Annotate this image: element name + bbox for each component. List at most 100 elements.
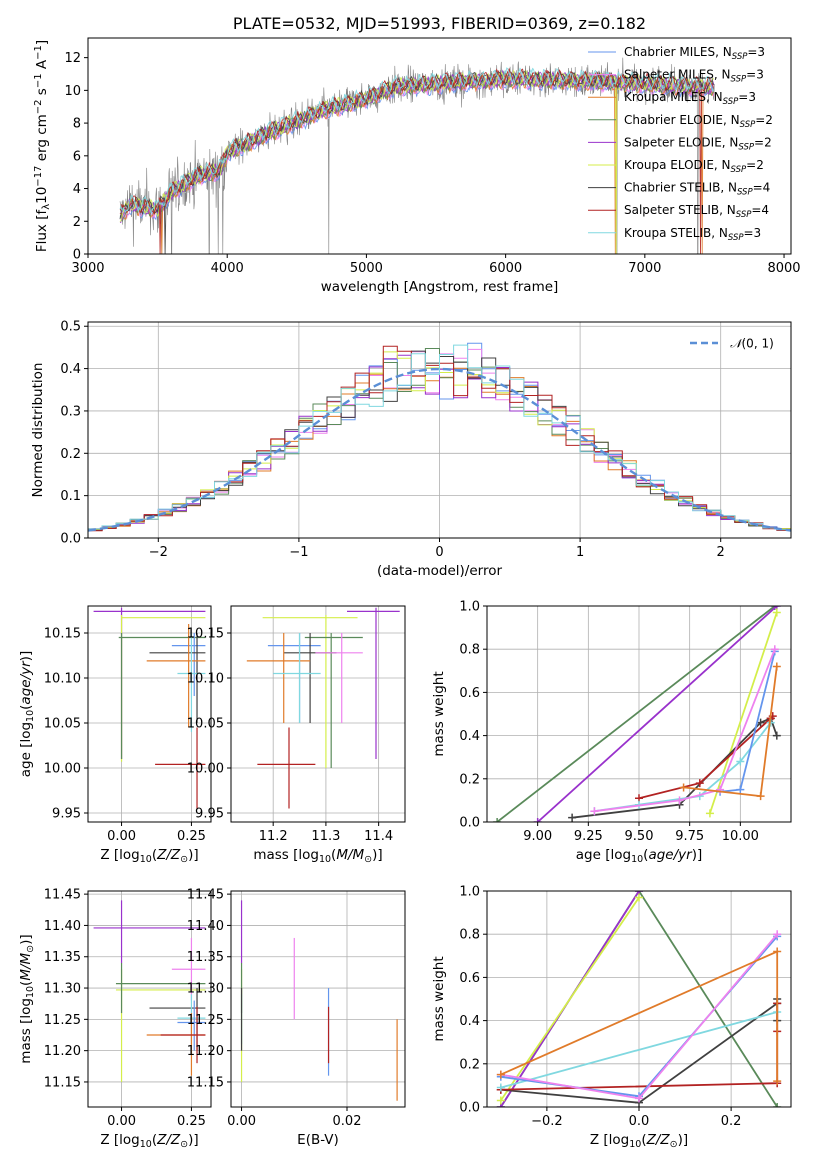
plus-marker — [705, 809, 714, 818]
massweight_vs_age-panel: 9.00 9.25 9.50 9.75 10.00 0.0 0.2 0.4 0.6 0.8 1.0 a… — [431, 600, 792, 865]
y-tick-label: 11.40 — [44, 919, 81, 934]
age_vs_mass-grid — [231, 606, 405, 822]
x-tick-label: 6000 — [489, 261, 522, 276]
axes-frame — [486, 890, 792, 1108]
legend-entry: Chabrier STELIB, NSSP=4 — [624, 181, 770, 198]
y-tick-label: 11.20 — [187, 1044, 224, 1059]
y-tick-label: 11.45 — [187, 888, 224, 903]
x-tick-label: 7000 — [628, 261, 661, 276]
x-axis-label: Z [log10(Z/Z⊙)] — [100, 847, 198, 865]
y-axis-label: mass [log10(M/M⊙)] — [18, 934, 36, 1063]
plus-marker — [770, 645, 779, 654]
y-tick-label: 0 — [73, 248, 81, 263]
legend-entry: Chabrier ELODIE, NSSP=2 — [624, 113, 773, 130]
plus-marker — [695, 779, 704, 788]
y-tick-label: 11.30 — [44, 982, 81, 997]
y-axis-label: mass weight — [431, 671, 447, 756]
axes-frame — [87, 321, 792, 539]
x-tick-label: 0.00 — [107, 1114, 136, 1129]
plus-marker — [772, 731, 781, 740]
x-tick-label: 9.50 — [625, 829, 654, 844]
x-axis-label: age [log10(age/yr)] — [576, 847, 702, 865]
model-line-salpeter-stelib — [119, 68, 715, 254]
y-tick-label: 0.4 — [60, 362, 81, 377]
y-tick-label: 11.35 — [187, 950, 224, 965]
massweight_vs_Z-plot-area — [496, 891, 782, 1107]
legend: Chabrier MILES, NSSP=3 Salpeter MILES, NS… — [588, 45, 773, 243]
mass-weight-line — [709, 612, 778, 814]
axes-frame — [87, 605, 212, 823]
axes-frame — [87, 37, 792, 255]
y-tick-label: 11.20 — [44, 1044, 81, 1059]
x-axis-label: wavelength [Angstrom, rest frame] — [321, 279, 559, 295]
y-tick-label: 11.25 — [187, 1013, 224, 1028]
x-tick-label: 8000 — [767, 261, 800, 276]
y-tick-label: 11.45 — [44, 888, 81, 903]
age_vs_mass-plot-area — [246, 607, 400, 809]
plus-marker — [736, 785, 745, 794]
y-tick-label: 1.0 — [459, 885, 480, 900]
massweight_vs_age-grid — [487, 605, 791, 823]
plus-marker — [773, 1077, 782, 1086]
y-tick-label: 0.8 — [459, 928, 480, 943]
y-tick-label: 10 — [64, 84, 81, 99]
plus-marker — [679, 783, 688, 792]
axes-frame — [230, 890, 406, 1108]
histogram-kroupa-stelib — [88, 344, 791, 531]
residuals-plot-area — [88, 342, 791, 532]
mass-weight-line — [638, 715, 774, 800]
y-axis-label: mass weight — [431, 956, 447, 1041]
x-tick-label: 0.00 — [227, 1114, 256, 1129]
x-tick-label: 10.00 — [722, 829, 759, 844]
plus-marker — [773, 930, 782, 939]
x-tick-label: 3000 — [71, 261, 104, 276]
y-axis-label: Normed distribution — [30, 363, 46, 498]
legend: 𝒩(0, 1) — [690, 337, 774, 351]
legend-entry: Kroupa STELIB, NSSP=3 — [624, 226, 761, 243]
x-tick-label: 0 — [435, 545, 443, 560]
residuals-panel: −2 −1 0 1 2 0.0 0.1 0.2 0.3 0.4 0.5 (data-model)/er… — [30, 320, 792, 579]
age_vs_Z-plot-area — [93, 607, 206, 809]
x-tick-label: 0.0 — [629, 1114, 650, 1129]
plus-marker — [496, 1083, 505, 1092]
y-tick-label: 12 — [64, 51, 81, 66]
y-tick-label: 8 — [73, 117, 81, 132]
y-tick-label: 0.8 — [459, 643, 480, 658]
plus-marker — [772, 608, 781, 617]
x-tick-label: 9.00 — [523, 829, 552, 844]
x-tick-label: −0.2 — [531, 1114, 563, 1129]
model-line-kroupa-stelib — [119, 67, 715, 213]
y-tick-label: 9.95 — [195, 807, 224, 822]
mass-weight-line — [537, 606, 778, 822]
mass_vs_ebv-plot-area — [240, 900, 398, 1101]
x-axis-label: E(B-V) — [297, 1132, 339, 1148]
legend-entry: Salpeter MILES, NSSP=3 — [624, 68, 764, 85]
x-tick-label: 9.75 — [675, 829, 704, 844]
mass_vs_Z-panel: 0.00 0.25 11.15 11.20 11.25 11.30 11.35 11.40 11… — [18, 888, 212, 1150]
y-axis-label: age [log10(age/yr)] — [18, 651, 36, 777]
y-tick-label: 0.2 — [459, 772, 480, 787]
y-tick-label: 11.40 — [187, 919, 224, 934]
mass-weight-line — [496, 606, 776, 822]
y-tick-label: 0.1 — [60, 489, 81, 504]
chart-title: PLATE=0532, MJD=51993, FIBERID=0369, z=0… — [233, 14, 646, 33]
legend-entry: Kroupa MILES, NSSP=3 — [624, 90, 756, 107]
age_vs_mass-panel: 11.2 11.3 11.4 9.95 10.00 10.05 10.10 10.15 mass… — [187, 605, 406, 865]
y-tick-label: 11.35 — [44, 950, 81, 965]
normal-curve — [88, 367, 791, 532]
legend-entry: Salpeter ELODIE, NSSP=2 — [624, 135, 772, 152]
x-tick-label: −2 — [149, 545, 168, 560]
mass_vs_Z-plot-area — [93, 900, 206, 1082]
plus-marker — [496, 1096, 505, 1105]
y-tick-label: 11.25 — [44, 1013, 81, 1028]
plus-marker — [590, 807, 599, 816]
plus-marker — [496, 1070, 505, 1079]
y-tick-label: 0.0 — [60, 532, 81, 547]
y-tick-label: 6 — [73, 149, 81, 164]
legend-entry: Salpeter STELIB, NSSP=4 — [624, 203, 769, 220]
spectrum-plot-area — [119, 57, 715, 254]
y-tick-label: 0.4 — [459, 1014, 480, 1029]
plus-marker — [773, 1103, 782, 1107]
x-tick-label: 9.25 — [574, 829, 603, 844]
